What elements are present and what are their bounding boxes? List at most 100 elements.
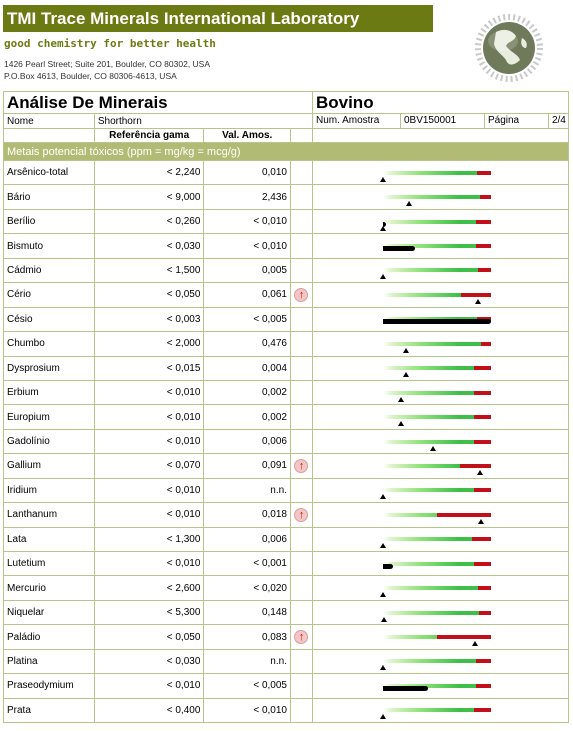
high-arrow-icon: ↑ bbox=[294, 287, 309, 302]
range-bar-high-zone bbox=[480, 195, 491, 200]
reference-range: < 0,003 bbox=[93, 306, 205, 333]
section-heading: Metais potencial tóxicos (ppm = mg/kg = … bbox=[3, 142, 569, 161]
sample-value: n.n. bbox=[203, 477, 291, 504]
range-bar-cell bbox=[311, 331, 570, 357]
mineral-report-table: Análise De Minerais Bovino Nome Shorthor… bbox=[3, 91, 570, 724]
flag-cell bbox=[289, 673, 313, 699]
reference-range: < 2,600 bbox=[93, 575, 205, 601]
range-bar bbox=[382, 390, 491, 395]
value-marker bbox=[475, 298, 481, 304]
flag-cell bbox=[289, 404, 313, 430]
mineral-row: Bismuto < 0,030 < 0,010 bbox=[3, 233, 570, 259]
range-bar-cell bbox=[311, 477, 570, 504]
range-bar-high-zone bbox=[460, 292, 491, 297]
mineral-row: Lutetium < 0,010 < 0,001 bbox=[3, 550, 570, 577]
range-bar bbox=[382, 512, 491, 517]
range-bar-cell bbox=[311, 526, 570, 553]
flag-cell bbox=[289, 208, 313, 235]
reference-range: < 1,300 bbox=[93, 526, 205, 553]
mineral-name: Bário bbox=[3, 184, 95, 210]
value-marker bbox=[381, 616, 388, 622]
range-bar-high-zone bbox=[473, 390, 491, 395]
mineral-name: Mercurio bbox=[3, 575, 95, 601]
range-bar bbox=[382, 170, 491, 175]
range-bar-high-zone bbox=[459, 463, 491, 468]
mineral-row: Chumbo < 2,000 0,476 bbox=[3, 331, 570, 357]
range-bar bbox=[382, 341, 491, 346]
mineral-name: Lanthanum bbox=[3, 502, 95, 528]
mineral-name: Berílio bbox=[3, 208, 95, 235]
sample-label: Num. Amostra bbox=[313, 114, 401, 128]
mineral-name: Césio bbox=[3, 306, 95, 333]
flag-cell bbox=[289, 355, 313, 381]
sample-value: 0,005 bbox=[203, 257, 291, 284]
flag-cell bbox=[289, 428, 313, 455]
value-marker bbox=[471, 641, 478, 647]
range-bar-high-zone bbox=[473, 488, 491, 493]
mineral-row: Bário < 9,000 2,436 bbox=[3, 184, 570, 210]
range-bar-cell bbox=[311, 697, 570, 724]
range-bar bbox=[382, 195, 491, 200]
mineral-row: Gadolínio < 0,010 0,006 bbox=[3, 428, 570, 455]
mineral-row: Lanthanum < 0,010 0,018 ↑ bbox=[3, 502, 570, 528]
mineral-name: Arsênico-total bbox=[3, 159, 95, 186]
reference-range: < 0,030 bbox=[93, 648, 205, 675]
value-marker bbox=[477, 469, 484, 475]
sample-value: 0,148 bbox=[203, 599, 291, 626]
reference-range: < 0,050 bbox=[93, 624, 205, 650]
range-bar bbox=[382, 635, 491, 640]
flag-cell bbox=[289, 379, 313, 406]
col-reference-header: Referência gama bbox=[93, 128, 205, 143]
mineral-name: Bismuto bbox=[3, 233, 95, 259]
reference-range: < 0,015 bbox=[93, 355, 205, 381]
mineral-row: Prata < 0,400 < 0,010 bbox=[3, 697, 570, 724]
sample-value: < 0,005 bbox=[203, 306, 291, 333]
reference-range: < 0,050 bbox=[93, 282, 205, 308]
reference-range: < 2,000 bbox=[93, 331, 205, 357]
flag-cell bbox=[289, 184, 313, 210]
range-bar bbox=[382, 488, 491, 493]
value-marker bbox=[402, 372, 409, 378]
col-blank bbox=[3, 128, 95, 143]
high-arrow-icon: ↑ bbox=[294, 507, 309, 522]
sample-value: 0,018 bbox=[203, 502, 291, 528]
mineral-row: Arsênico-total < 2,240 0,010 bbox=[3, 159, 570, 186]
reference-range: < 0,010 bbox=[93, 404, 205, 430]
mineral-row: Gallium < 0,070 0,091 ↑ bbox=[3, 453, 570, 479]
range-bar bbox=[382, 244, 491, 252]
sample-value: n.n. bbox=[203, 648, 291, 675]
range-bar-cell bbox=[311, 184, 570, 210]
mineral-row: Cério < 0,050 0,061 ↑ bbox=[3, 282, 570, 308]
range-bar bbox=[382, 537, 491, 542]
flag-cell bbox=[289, 477, 313, 504]
mineral-name: Erbium bbox=[3, 379, 95, 406]
mineral-name: Europium bbox=[3, 404, 95, 430]
flag-cell: ↑ bbox=[289, 502, 313, 528]
value-marker bbox=[405, 201, 412, 207]
sample-value: 0,002 bbox=[203, 404, 291, 430]
range-bar-cell bbox=[311, 233, 570, 259]
flag-cell bbox=[289, 257, 313, 284]
species-cell: Bovino bbox=[311, 91, 570, 114]
flag-cell bbox=[289, 306, 313, 333]
range-bar bbox=[382, 708, 491, 713]
value-marker bbox=[398, 421, 405, 427]
range-bar-cell bbox=[311, 502, 570, 528]
range-bar bbox=[382, 415, 491, 420]
address-line-1: 1426 Pearl Street; Suite 201, Boulder, C… bbox=[4, 59, 211, 69]
sample-value: 0,006 bbox=[203, 526, 291, 553]
sample-value: 0BV150001 bbox=[401, 114, 485, 128]
range-bar-high-zone bbox=[475, 659, 491, 664]
mineral-name: Lata bbox=[3, 526, 95, 553]
value-marker bbox=[429, 445, 436, 451]
range-bar-high-zone bbox=[475, 244, 491, 249]
range-bar-high-zone bbox=[479, 610, 491, 615]
flag-cell bbox=[289, 599, 313, 626]
range-bar-cell bbox=[311, 453, 570, 479]
value-marker bbox=[379, 592, 386, 598]
mineral-row: Lata < 1,300 0,006 bbox=[3, 526, 570, 553]
range-bar-cell bbox=[311, 355, 570, 381]
range-bar-cell bbox=[311, 379, 570, 406]
range-bar bbox=[382, 219, 491, 227]
mineral-name: Niquelar bbox=[3, 599, 95, 626]
